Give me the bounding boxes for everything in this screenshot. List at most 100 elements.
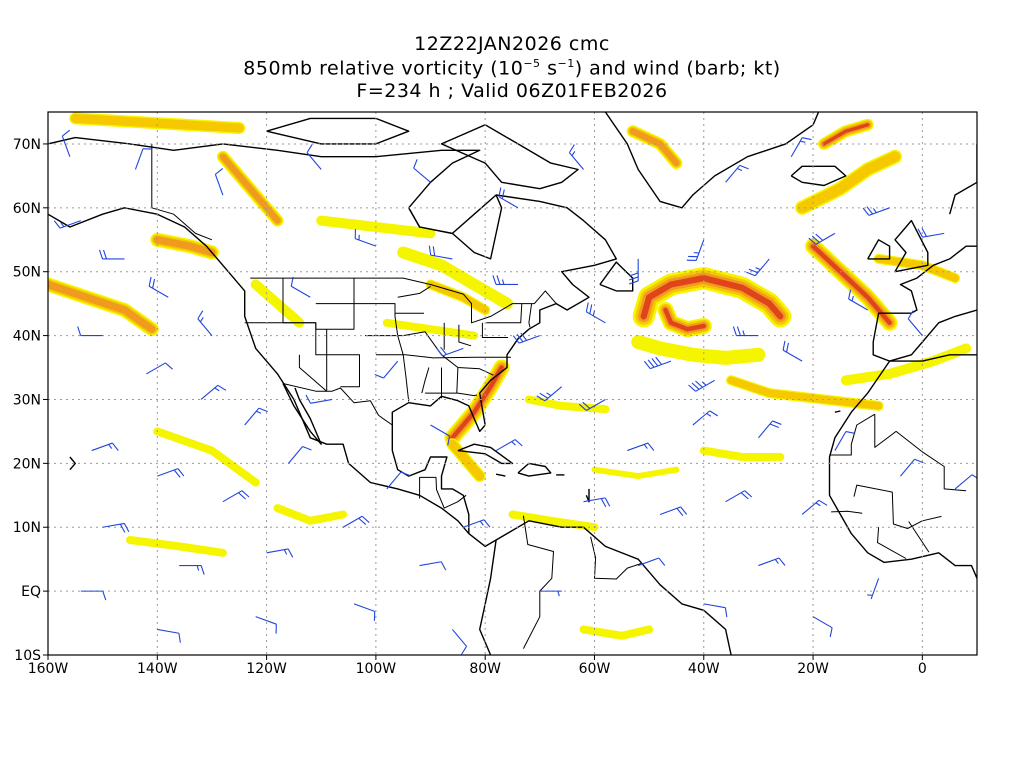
wind-barb <box>374 360 399 379</box>
africa-borders-5 <box>877 527 907 559</box>
wind-barb <box>536 386 563 402</box>
wind-barb <box>900 458 924 477</box>
vorticity-southeast-us-front-lvl4 <box>450 365 504 441</box>
wind-barb <box>808 232 836 245</box>
wind-barb <box>157 468 185 478</box>
cuba <box>457 443 514 465</box>
wind-barb <box>801 499 828 515</box>
wind-barb <box>782 340 803 362</box>
us-state-lines-13 <box>458 324 472 347</box>
mexico-gulf <box>391 425 470 534</box>
wind-barb <box>790 137 812 157</box>
wind-barb <box>757 420 782 439</box>
ireland <box>867 239 891 260</box>
us-state-lines-7 <box>375 354 511 359</box>
wind-barb <box>686 239 705 261</box>
lat-tick-label: 60N <box>13 201 41 217</box>
vorticity-north-atlantic-low-lvl4 <box>640 275 784 320</box>
title-field-mid: s <box>540 57 558 80</box>
wind-barb <box>386 471 410 490</box>
lat-tick-label: 40N <box>13 329 41 345</box>
title-exponent-2: −1 <box>557 57 575 70</box>
vorticity-iceland-patch-lvl4 <box>822 123 870 146</box>
wind-barb <box>77 326 103 337</box>
africa-borders-6 <box>908 521 930 553</box>
wind-barb <box>342 515 370 528</box>
vorticity-eu-band-lvl2 <box>874 255 959 282</box>
wind-barb <box>148 276 169 298</box>
wind-barb <box>80 590 107 601</box>
vorticity-sw-atlantic-band-lvl1 <box>524 395 610 414</box>
wind-barb <box>492 275 518 286</box>
arctic-islands <box>266 117 410 145</box>
lon-tick-label: 40W <box>688 661 720 677</box>
south-america-borders <box>522 515 554 649</box>
africa-borders-2 <box>829 413 876 456</box>
title-field-prefix: 850mb relative vorticity (10 <box>243 57 524 80</box>
wind-barb <box>568 144 584 170</box>
gulf-coast <box>48 136 617 433</box>
us-state-lines-17 <box>486 303 523 324</box>
wind-barb <box>643 356 672 370</box>
wind-barb <box>583 497 611 508</box>
newfoundland <box>599 261 634 292</box>
wind-barb <box>688 379 715 392</box>
iceland <box>790 165 847 187</box>
wind-barb <box>954 474 977 490</box>
wind-barb <box>197 310 213 336</box>
vorticity-central-atlantic-band-lvl1 <box>591 466 680 480</box>
vorticity-gulf-alaska-band-lvl3 <box>48 280 156 333</box>
wind-barb <box>498 187 519 209</box>
us-state-lines-15 <box>397 285 431 298</box>
wind-barb <box>200 384 227 400</box>
wind-barb <box>746 258 770 277</box>
us-state-lines-10 <box>456 367 459 394</box>
wind-barb <box>305 394 333 404</box>
wind-barb <box>61 129 71 157</box>
vorticity-hudson-band-lvl1 <box>397 246 513 310</box>
wind-barb <box>703 603 728 618</box>
wind-barb <box>862 206 890 216</box>
wind-barb <box>495 439 523 452</box>
vorticity-east-atlantic-band-north-lvl2 <box>796 151 901 214</box>
baja <box>282 383 322 445</box>
wind-barb <box>578 398 606 411</box>
vorticity-rockies-band-lvl1 <box>250 279 305 328</box>
coastline-layer <box>48 112 977 655</box>
wind-barb <box>917 227 945 238</box>
lon-tick-label: 0 <box>918 661 927 677</box>
africa-borders-4 <box>831 510 863 514</box>
lat-tick-label: EQ <box>21 584 41 600</box>
wind-barb <box>725 164 749 183</box>
vorticity-east-atlantic-band-lvl4 <box>810 243 892 326</box>
title-field-suffix: ) and wind (barb; kt) <box>574 57 781 80</box>
vorticity-north-atlantic-low-core-lvl4 <box>663 307 707 332</box>
british-isles <box>894 219 929 273</box>
wind-barb <box>732 326 759 337</box>
canary <box>834 410 841 413</box>
map-title-run: 12Z22JAN2026 cmc <box>414 33 610 55</box>
us-mexico-border <box>282 383 393 426</box>
africa-borders-3 <box>853 484 942 529</box>
wind-barb <box>585 302 606 324</box>
lon-tick-label: 100W <box>356 661 397 677</box>
vorticity-arctic-band-lvl2 <box>70 113 244 133</box>
vorticity-trop-atlantic-band-lvl2 <box>727 376 883 410</box>
wind-barb <box>451 629 467 655</box>
wind-barb <box>812 616 833 638</box>
vorticity-bc-band-lvl3 <box>219 153 281 224</box>
wind-barb <box>430 424 451 446</box>
us-state-lines-11 <box>421 367 430 394</box>
wind-barb <box>413 159 431 183</box>
wind-barb <box>539 590 562 597</box>
africa-coast <box>828 360 977 579</box>
south-america-borders-2 <box>590 536 642 580</box>
us-state-lines-8 <box>425 392 478 397</box>
wind-barb-layer <box>53 129 977 655</box>
south-america-west <box>479 539 497 655</box>
wind-barb <box>353 603 376 621</box>
lat-tick-label: 70N <box>13 137 41 153</box>
lat-tick-label: 10N <box>13 520 41 536</box>
us-state-lines-5 <box>354 303 410 402</box>
